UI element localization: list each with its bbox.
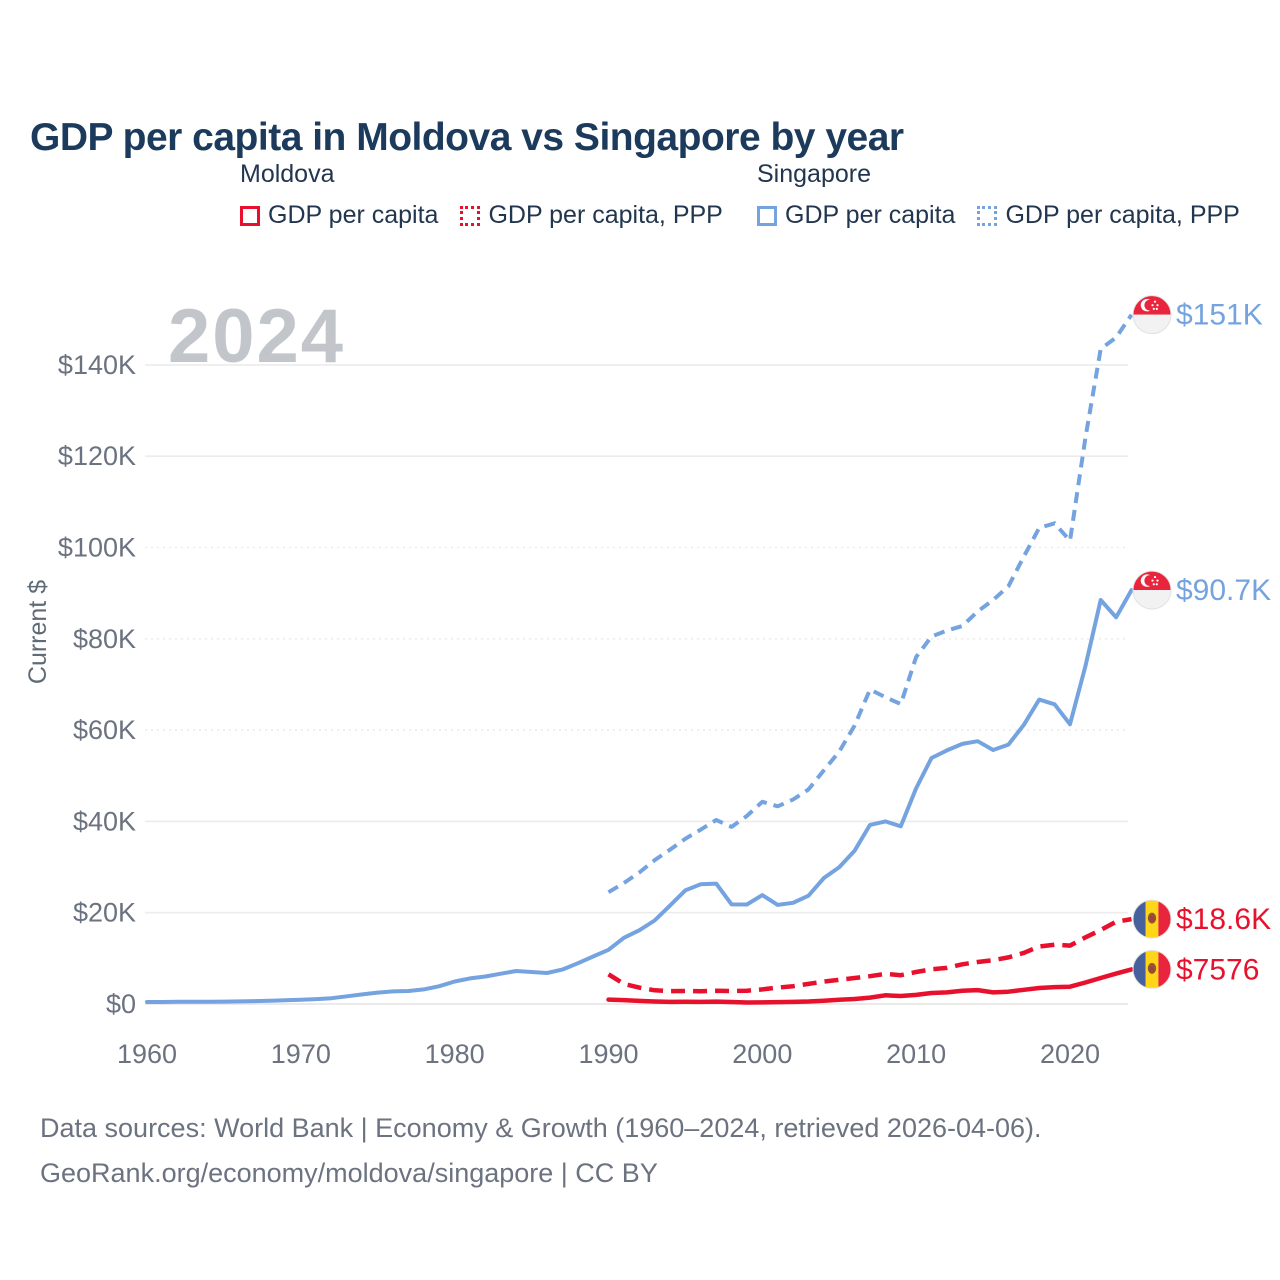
legend-swatch-solid-red-icon [240, 205, 260, 226]
flag-ring [1132, 295, 1172, 335]
legend-item-label: GDP per capita, PPP [1005, 201, 1240, 229]
flag-singapore-icon [1133, 571, 1171, 610]
legend-swatch-dotted-blue-icon [977, 205, 998, 226]
legend-item-singapore-gdp[interactable]: GDP per capita [757, 201, 955, 230]
legend-group-moldova: Moldova GDP per capita GDP per capita, P… [240, 160, 723, 230]
footer: Data sources: World Bank | Economy & Gro… [40, 1106, 1042, 1196]
legend-item-label: GDP per capita [268, 201, 439, 229]
legend-item-moldova-gdp[interactable]: GDP per capita [240, 201, 438, 230]
x-tick-label: 1990 [578, 1039, 638, 1069]
x-tick-label: 1970 [271, 1039, 331, 1069]
flag-singapore-icon [1133, 295, 1171, 334]
x-tick-label: 2000 [732, 1039, 792, 1069]
y-axis-title: Current $ [24, 580, 52, 684]
series-line-2 [145, 588, 1134, 1004]
legend-item-moldova-gdp-ppp[interactable]: GDP per capita, PPP [460, 201, 723, 230]
legend-swatch-dotted-red-icon [460, 205, 481, 226]
x-tick-label: 1960 [117, 1039, 177, 1069]
flag-ring [1132, 899, 1172, 939]
flag-moldova-icon [1133, 950, 1171, 989]
y-tick-label: $60K [73, 715, 136, 745]
data-sources-text: Data sources: World Bank | Economy & Gro… [40, 1113, 1042, 1143]
legend-group-title: Moldova [240, 160, 335, 188]
watermark-year: 2024 [168, 294, 345, 379]
series-end-label: $151K [1176, 299, 1263, 332]
series-line-0 [606, 967, 1134, 1005]
y-tick-label: $20K [73, 898, 136, 928]
page-title: GDP per capita in Moldova vs Singapore b… [30, 116, 904, 160]
attribution-text: GeoRank.org/economy/moldova/singapore | … [40, 1158, 658, 1188]
legend-item-singapore-gdp-ppp[interactable]: GDP per capita, PPP [977, 201, 1240, 230]
flag-moldova-icon [1133, 900, 1171, 939]
series-line-1 [607, 916, 1132, 994]
series-line-3 [607, 313, 1134, 894]
series-end-label: $7576 [1176, 953, 1259, 986]
y-tick-label: $40K [73, 806, 136, 836]
y-tick-label: $140K [58, 350, 136, 380]
x-tick-label: 2010 [886, 1039, 946, 1069]
series-end-label: $18.6K [1176, 903, 1271, 936]
y-tick-label: $120K [58, 441, 136, 471]
series-end-label: $90.7K [1176, 574, 1271, 607]
y-tick-label: $0 [106, 989, 136, 1019]
x-tick-label: 2020 [1040, 1039, 1100, 1069]
legend-group-title: Singapore [757, 160, 871, 188]
y-tick-label: $80K [73, 624, 136, 654]
legend-group-singapore: Singapore GDP per capita GDP per capita,… [757, 160, 1240, 230]
y-tick-label: $100K [58, 533, 136, 563]
legend-item-label: GDP per capita [785, 201, 956, 229]
flag-ring [1132, 570, 1172, 610]
flag-ring [1132, 949, 1172, 989]
legend-swatch-solid-blue-icon [757, 205, 777, 226]
x-tick-label: 1980 [425, 1039, 485, 1069]
legend-item-label: GDP per capita, PPP [488, 201, 723, 229]
